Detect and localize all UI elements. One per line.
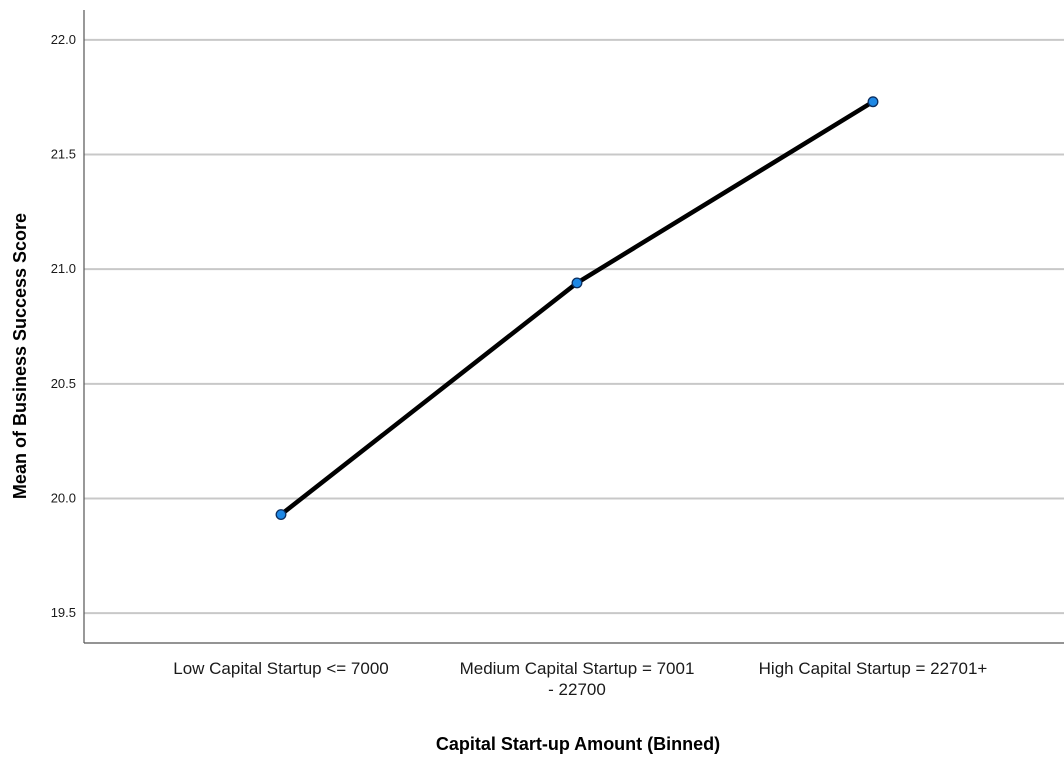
y-tick-label: 22.0 (51, 32, 76, 47)
series-line (278, 99, 876, 517)
gridlines (84, 38, 1064, 615)
y-tick-label: 21.5 (51, 146, 76, 161)
x-tick-label: Medium Capital Startup = 7001- 22700 (460, 659, 695, 699)
x-axis-title: Capital Start-up Amount (Binned) (436, 734, 720, 754)
y-axis-title: Mean of Business Success Score (10, 213, 30, 499)
y-tick-label: 19.5 (51, 605, 76, 620)
data-point (275, 509, 287, 521)
x-tick-label: High Capital Startup = 22701+ (759, 659, 988, 678)
x-tick-labels: Low Capital Startup <= 7000 Medium Capita… (173, 659, 987, 699)
series-business-success (275, 96, 879, 521)
data-point (571, 277, 583, 289)
data-point (867, 96, 879, 108)
y-tick-labels: 19.5 20.0 20.5 21.0 21.5 22.0 (51, 32, 76, 620)
y-tick-label: 21.0 (51, 261, 76, 276)
x-tick-label: Low Capital Startup <= 7000 (173, 659, 388, 678)
y-tick-label: 20.0 (51, 491, 76, 506)
y-tick-label: 20.5 (51, 376, 76, 391)
